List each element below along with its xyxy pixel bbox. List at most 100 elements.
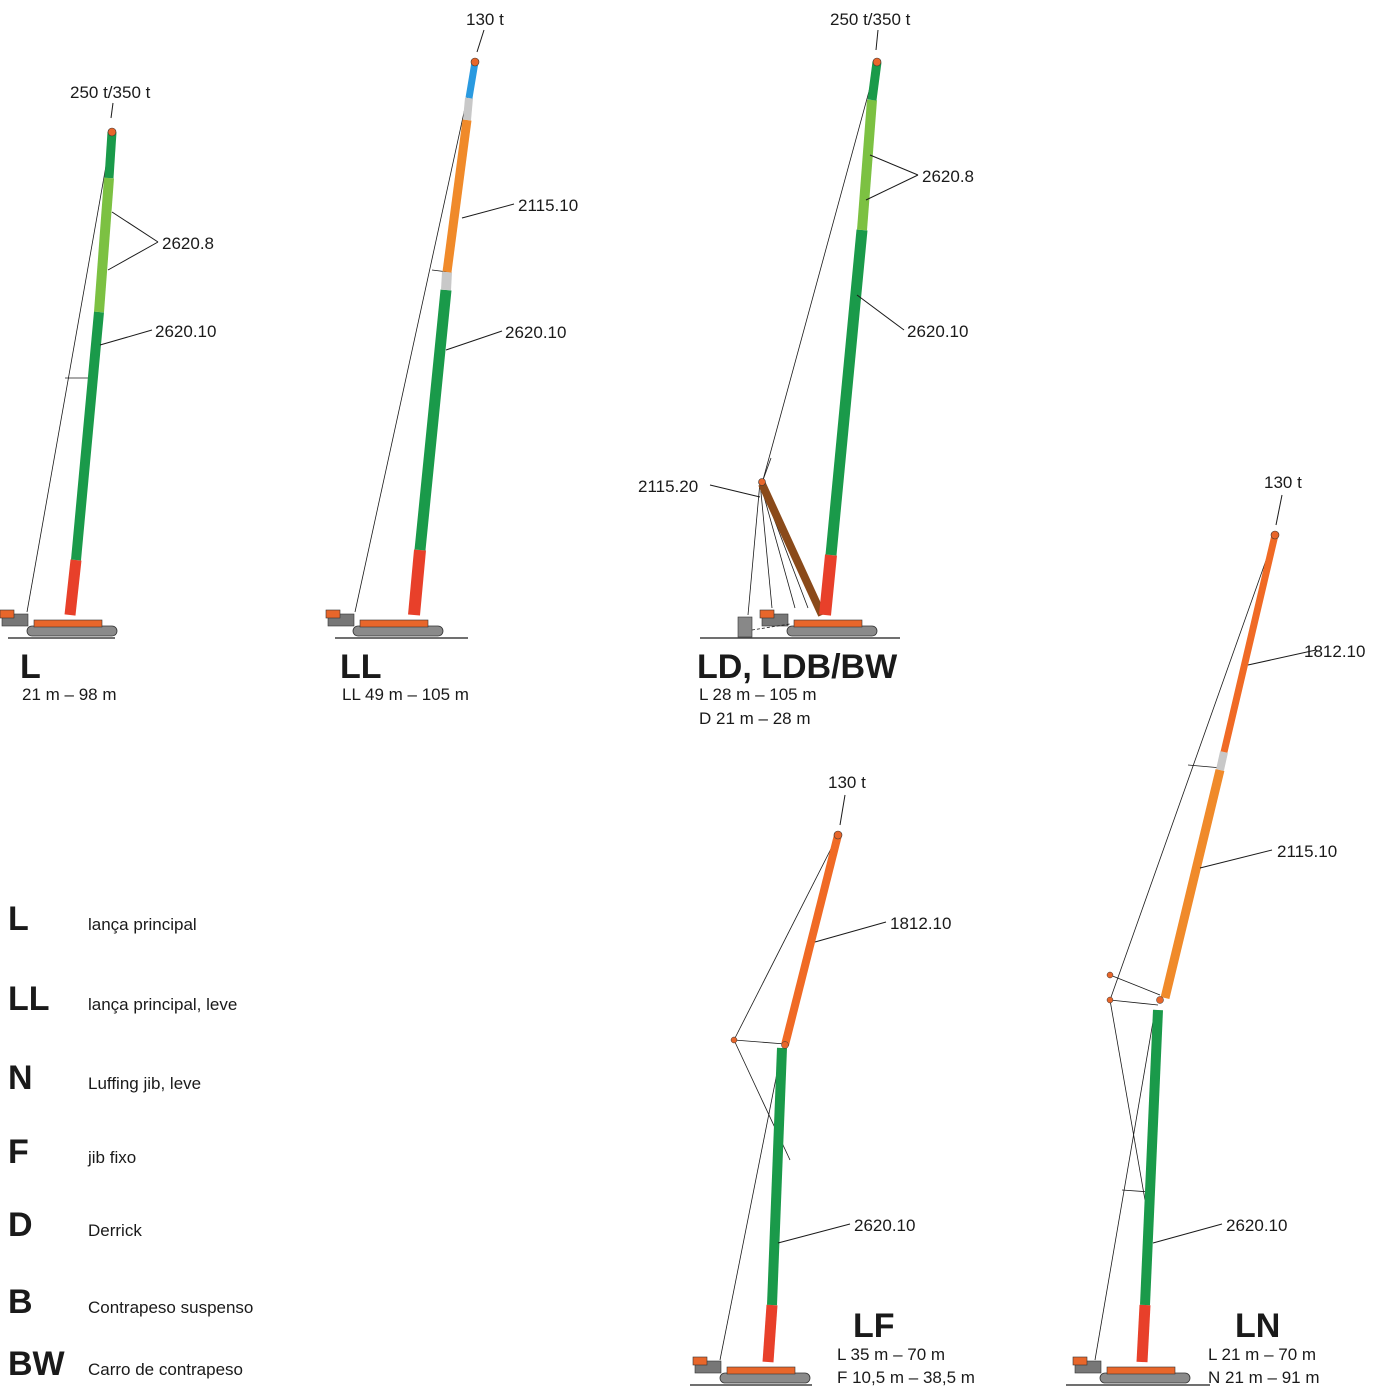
spreader [1187, 764, 1223, 769]
leader [1275, 494, 1283, 526]
legend-desc: jib fixo [88, 1148, 137, 1167]
head-sheave [1270, 530, 1280, 540]
boom-head [104, 131, 117, 179]
boom-base-section [408, 549, 426, 616]
section-label-2620-10: 2620.10 [854, 1216, 915, 1235]
leader [814, 921, 887, 943]
leader [110, 102, 114, 119]
capacity-label: 250 t/350 t [830, 10, 911, 29]
config-LD: 250 t/350 t 2620.8 2620.10 2115.20 LD, L… [638, 10, 974, 728]
jib-section-1812-10 [781, 834, 842, 1046]
config-range-jib: N 21 m – 91 m [1208, 1368, 1320, 1387]
legend-code: N [8, 1059, 33, 1097]
config-code: LL [340, 648, 382, 686]
config-code: LN [1235, 1307, 1280, 1345]
section-label-2115-10: 2115.10 [518, 196, 578, 215]
head-sheave [107, 127, 117, 137]
section-label-2620-10: 2620.10 [907, 322, 968, 341]
leader [839, 794, 846, 826]
config-code: LF [853, 1307, 895, 1345]
legend-row: B Contrapeso suspenso [8, 1283, 253, 1322]
boom-section-2620-10 [767, 1047, 787, 1306]
legend-code: D [8, 1206, 33, 1244]
strut-sheave [1106, 996, 1114, 1004]
boom-section-2620-10 [414, 289, 452, 551]
config-range-derrick: D 21 m – 28 m [699, 709, 811, 728]
leader [777, 1223, 851, 1244]
pendant-cable [26, 131, 113, 613]
jib-section-2115-10 [1160, 768, 1225, 1000]
legend-code: F [8, 1133, 29, 1171]
jib-section-1812-10 [1220, 534, 1279, 753]
boom-head [867, 61, 882, 101]
spreader [733, 1039, 786, 1045]
boom-section-2620-10 [71, 311, 104, 561]
legend-code: L [8, 900, 29, 938]
leader [875, 29, 879, 51]
capacity-label: 130 t [828, 773, 866, 792]
boom-section-2620-8 [94, 177, 114, 313]
capacity-label: 250 t/350 t [70, 83, 151, 102]
boom-base-section [819, 554, 837, 616]
legend-code: LL [8, 980, 50, 1018]
crawler-base [692, 1356, 811, 1384]
counterweight-link [751, 623, 791, 631]
spreader [1109, 999, 1159, 1006]
crawler-base [0, 609, 118, 637]
config-range-main: L 28 m – 105 m [699, 685, 817, 704]
pendant-cable [762, 61, 878, 481]
legend-row: N Luffing jib, leve [8, 1059, 201, 1098]
boom-head [465, 61, 479, 99]
head-sheave [833, 830, 843, 840]
leader [709, 484, 761, 498]
jib-pivot [1156, 996, 1164, 1004]
config-LL: 130 t 2115.10 2620.10 LL LL 49 m – 105 m [325, 10, 578, 704]
legend-row: F jib fixo [8, 1133, 136, 1172]
legend-row: LL lança principal, leve [8, 980, 237, 1019]
config-range-main: L 35 m – 70 m [837, 1345, 945, 1364]
leader [1152, 1223, 1223, 1244]
derrick-cable [759, 481, 773, 609]
config-range-jib: F 10,5 m – 38,5 m [837, 1368, 975, 1387]
boom-pendant [1094, 1009, 1156, 1361]
leader [476, 29, 485, 53]
section-label-2115-10: 2115.10 [1277, 842, 1337, 861]
boom-section-2620-8 [857, 99, 877, 231]
jib-pendant [1109, 534, 1276, 1001]
suspended-counterweight [737, 616, 753, 638]
section-label-2115-20: 2115.20 [638, 477, 698, 496]
config-range: 21 m – 98 m [22, 685, 117, 704]
config-code: L [20, 648, 41, 686]
capacity-label: 130 t [1264, 473, 1302, 492]
legend-row: BW Carro de contrapeso [8, 1345, 243, 1384]
section-label-2620-10: 2620.10 [1226, 1216, 1287, 1235]
leader [869, 154, 919, 176]
section-label-1812-10: 1812.10 [1304, 642, 1365, 661]
adapter-section [1216, 751, 1228, 771]
boom-section-2620-10 [1140, 1009, 1163, 1306]
head-sheave [872, 57, 882, 67]
back-stay [1109, 999, 1146, 1201]
legend-desc: Derrick [88, 1221, 142, 1240]
derrick-cable [747, 481, 761, 616]
legend-code: BW [8, 1345, 65, 1383]
derrick-boom-2115-20 [758, 482, 826, 617]
section-label-2620-8: 2620.8 [922, 167, 974, 186]
section-label-2620-10: 2620.10 [155, 322, 216, 341]
legend-row: L lança principal [8, 900, 197, 939]
legend-desc: Carro de contrapeso [88, 1360, 243, 1379]
config-L: 250 t/350 t 2620.8 2620.10 L 21 m – 98 m [0, 83, 216, 704]
pendant-cable [354, 61, 476, 613]
adapter-section [441, 271, 452, 291]
boom-pendant [719, 1047, 783, 1361]
strut-sheave [730, 1036, 738, 1044]
head-sheave [470, 57, 480, 67]
boom-base-section [1136, 1304, 1151, 1363]
derrick-sheave [758, 478, 766, 486]
legend-desc: lança principal, leve [88, 995, 238, 1014]
leader [1199, 849, 1273, 869]
back-stay [1109, 974, 1161, 996]
section-label-2620-8: 2620.8 [162, 234, 214, 253]
config-range: LL 49 m – 105 m [342, 685, 469, 704]
legend-desc: Contrapeso suspenso [88, 1298, 254, 1317]
